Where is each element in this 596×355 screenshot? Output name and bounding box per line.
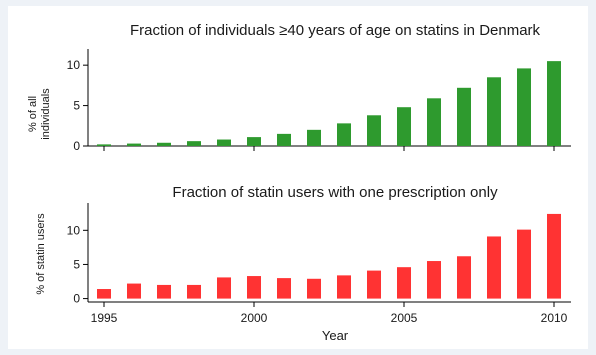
chart-top-bar-2008 [487, 77, 501, 146]
chart-bottom: Fraction of statin users with one prescr… [35, 184, 571, 343]
chart-bottom-bar-1996 [127, 283, 141, 299]
chart-bottom-y-ticks: 0 5 10 [67, 223, 88, 306]
chart-top-bar-1998 [187, 141, 201, 146]
chart-top-y-tick-label: 10 [67, 58, 81, 72]
chart-top-bar-2004 [367, 115, 381, 146]
chart-top-bar-1995 [97, 144, 111, 146]
chart-top-bar-2007 [457, 87, 471, 146]
chart-bottom-y-tick-label: 0 [73, 292, 80, 306]
chart-bottom-bar-2009 [517, 229, 531, 299]
chart-svg: Fraction of individuals ≥40 years of age… [27, 22, 571, 343]
chart-top-bar-2002 [307, 129, 321, 146]
chart-bottom-x-tick-label: 2005 [391, 311, 418, 325]
chart-bottom-bar-1999 [217, 277, 231, 299]
chart-bottom-bar-1997 [157, 284, 171, 299]
chart-top-bar-2009 [517, 68, 531, 146]
chart-top-bar-2003 [337, 123, 351, 146]
chart-top-bar-2005 [397, 107, 411, 146]
chart-top-bar-1999 [217, 139, 231, 146]
chart-bottom-bar-2000 [247, 276, 261, 299]
chart-top: Fraction of individuals ≥40 years of age… [27, 22, 571, 153]
chart-top-bar-2006 [427, 98, 441, 146]
chart-bottom-bar-2008 [487, 236, 501, 299]
chart-bottom-bar-1995 [97, 289, 111, 299]
chart-top-title: Fraction of individuals ≥40 years of age… [130, 22, 541, 39]
chart-bottom-x-tick-label: 2000 [241, 311, 268, 325]
chart-top-bar-2010 [547, 61, 561, 146]
chart-bottom-bar-2002 [307, 278, 321, 299]
chart-top-ylabel-line2: individuals [40, 88, 52, 140]
chart-bottom-y-tick-label: 5 [73, 257, 80, 271]
chart-bottom-bar-2007 [457, 256, 471, 299]
chart-top-ylabel-line1: % of all [27, 96, 39, 132]
chart-bottom-bar-2004 [367, 270, 381, 299]
chart-top-y-tick-label: 0 [73, 139, 80, 153]
chart-bottom-bar-2010 [547, 213, 561, 299]
chart-bottom-x-ticks: 1995 2000 2005 2010 [91, 302, 568, 325]
chart-bottom-ylabel: % of statin users [35, 213, 47, 295]
chart-top-y-tick-label: 5 [73, 99, 80, 113]
chart-bottom-bar-2005 [397, 267, 411, 299]
chart-bottom-bar-2003 [337, 275, 351, 299]
chart-top-y-ticks: 0 5 10 [67, 58, 555, 153]
chart-bottom-bar-2006 [427, 261, 441, 299]
chart-bottom-y-tick-label: 10 [67, 223, 81, 237]
chart-bottom-bar-2001 [277, 278, 291, 299]
chart-bottom-xlabel: Year [322, 328, 349, 343]
chart-bottom-bars [97, 213, 561, 299]
chart-bottom-title: Fraction of statin users with one prescr… [172, 184, 498, 201]
chart-top-bar-1996 [127, 143, 141, 146]
chart-top-bar-2000 [247, 137, 261, 146]
chart-bottom-bar-1998 [187, 284, 201, 299]
chart-panel: Fraction of individuals ≥40 years of age… [8, 6, 588, 349]
chart-bottom-x-tick-label: 1995 [91, 311, 118, 325]
chart-top-bar-2001 [277, 133, 291, 146]
chart-top-bars [97, 61, 561, 146]
chart-bottom-x-tick-label: 2010 [541, 311, 568, 325]
chart-top-bar-1997 [157, 142, 171, 146]
